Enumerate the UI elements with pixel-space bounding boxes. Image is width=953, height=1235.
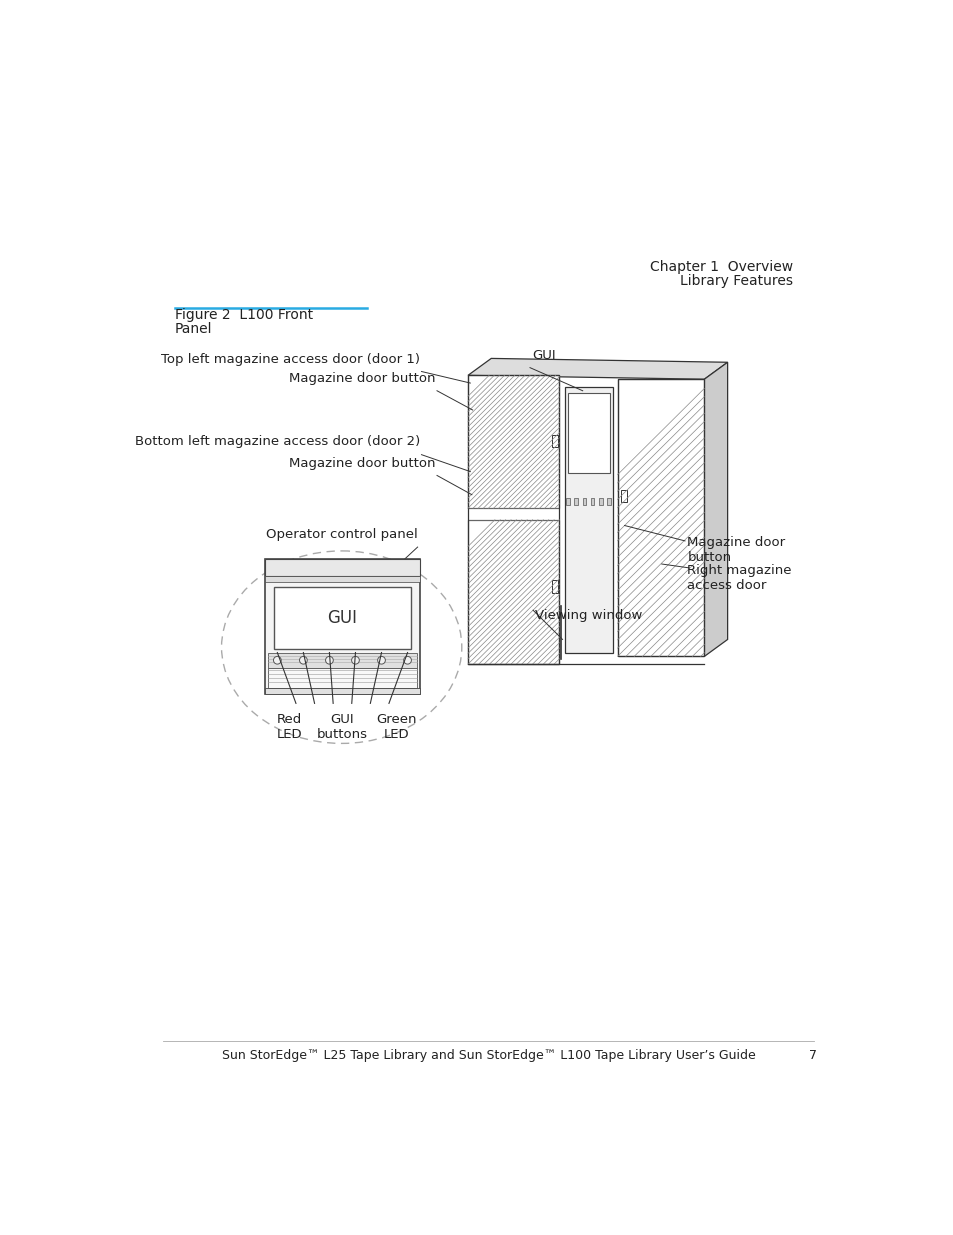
Bar (590, 499, 594, 505)
Text: Library Features: Library Features (679, 274, 793, 288)
Ellipse shape (221, 551, 461, 743)
Text: Magazine door button: Magazine door button (289, 457, 435, 471)
Text: Operator control panel: Operator control panel (266, 527, 417, 541)
Bar (617, 379, 703, 656)
Text: Top left magazine access door (door 1): Top left magazine access door (door 1) (161, 353, 419, 366)
Circle shape (299, 656, 307, 664)
Bar (265, 559, 419, 694)
Bar (617, 379, 703, 656)
Bar (551, 580, 558, 593)
Text: Viewing window: Viewing window (534, 609, 641, 621)
Text: Sun StorEdge™ L25 Tape Library and Sun StorEdge™ L100 Tape Library User’s Guide: Sun StorEdge™ L25 Tape Library and Sun S… (222, 1049, 755, 1062)
Bar (265, 688, 419, 694)
Circle shape (274, 656, 281, 664)
Bar (468, 375, 558, 664)
Bar (598, 499, 602, 505)
Circle shape (377, 656, 385, 664)
Text: Figure 2  L100 Front: Figure 2 L100 Front (174, 309, 313, 322)
Bar (566, 499, 570, 505)
Bar (265, 577, 419, 583)
Text: Magazine door
button: Magazine door button (686, 536, 784, 563)
Bar (620, 490, 626, 503)
Text: Chapter 1  Overview: Chapter 1 Overview (650, 259, 793, 274)
Text: GUI
buttons: GUI buttons (316, 714, 368, 741)
Bar (551, 435, 558, 447)
Circle shape (325, 656, 333, 664)
Bar (468, 520, 558, 664)
Circle shape (352, 656, 359, 664)
Text: 7: 7 (808, 1049, 816, 1062)
Bar (574, 499, 578, 505)
Bar (606, 499, 610, 505)
Bar (582, 499, 586, 505)
Bar (265, 559, 419, 577)
Text: Right magazine
access door: Right magazine access door (686, 564, 791, 592)
Bar (268, 652, 416, 668)
Bar (268, 668, 416, 688)
Bar (564, 387, 612, 652)
Circle shape (403, 656, 411, 664)
Polygon shape (468, 358, 727, 379)
Text: Bottom left magazine access door (door 2): Bottom left magazine access door (door 2… (134, 436, 419, 448)
Text: Red
LED: Red LED (276, 714, 302, 741)
Bar (567, 393, 609, 473)
Text: Green
LED: Green LED (376, 714, 416, 741)
Polygon shape (703, 362, 727, 656)
Text: Panel: Panel (174, 322, 213, 336)
Text: GUI: GUI (532, 350, 556, 362)
Text: GUI: GUI (327, 609, 357, 627)
Bar (468, 375, 558, 508)
Bar (274, 587, 410, 648)
Text: Magazine door button: Magazine door button (289, 373, 435, 385)
